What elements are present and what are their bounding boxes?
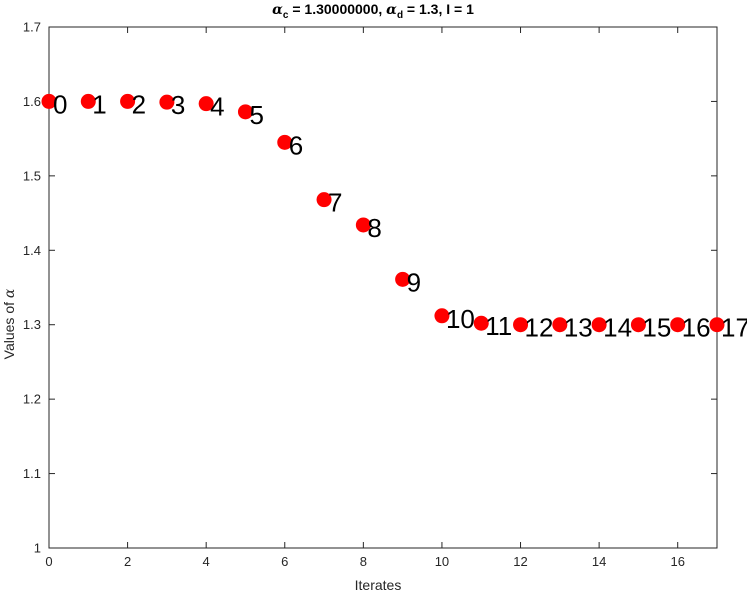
data-point-label: 0	[53, 89, 67, 119]
title-alpha-d: α	[386, 2, 397, 18]
data-point	[552, 317, 568, 333]
data-point-label: 4	[210, 92, 224, 122]
data-point	[237, 104, 253, 120]
title-subscript-c: c	[283, 10, 289, 21]
data-point-label: 16	[682, 313, 711, 343]
data-point	[591, 317, 607, 333]
data-point	[670, 317, 686, 333]
data-point-label: 17	[721, 313, 747, 343]
data-point	[159, 94, 175, 110]
data-point	[41, 93, 57, 109]
y-tick-label: 1.4	[23, 243, 41, 258]
title-part-1: = 1.30000000,	[288, 1, 386, 17]
y-tick-label: 1.1	[23, 466, 41, 481]
plot-box	[48, 26, 718, 549]
data-point-label: 6	[289, 130, 303, 160]
data-point-label: 5	[249, 100, 263, 130]
x-tick-label: 0	[45, 554, 52, 569]
data-point	[120, 93, 136, 109]
data-point	[80, 93, 96, 109]
y-tick-label: 1	[34, 541, 41, 556]
data-point	[473, 315, 489, 331]
x-tick-label: 2	[124, 554, 131, 569]
data-point-label: 12	[525, 313, 554, 343]
y-tick-label: 1.2	[23, 392, 41, 407]
data-point-label: 3	[171, 90, 185, 120]
data-points	[41, 93, 725, 333]
data-point-label: 9	[407, 267, 421, 297]
data-point-label: 14	[603, 313, 632, 343]
x-tick-label: 6	[281, 554, 288, 569]
data-point	[513, 317, 529, 333]
x-tick-label: 10	[435, 554, 449, 569]
data-point-label: 13	[564, 313, 593, 343]
data-point-label: 15	[642, 313, 671, 343]
y-axis-title: Values of α	[1, 288, 18, 359]
data-point	[198, 96, 214, 112]
y-axis-title-text: Values of	[1, 298, 17, 359]
data-point	[355, 217, 371, 233]
y-tick-label: 1.7	[23, 20, 41, 35]
y-tick-label: 1.5	[23, 168, 41, 183]
data-point	[316, 192, 332, 208]
title-subscript-d: d	[397, 10, 403, 21]
axes	[48, 26, 718, 549]
y-tick-label: 1.6	[23, 94, 41, 109]
title-part-2: = 1.3, I = 1	[403, 1, 474, 17]
data-point-label: 7	[328, 188, 342, 218]
x-tick-label: 14	[592, 554, 606, 569]
data-point-label: 10	[446, 304, 475, 334]
data-point-label: 1	[92, 89, 106, 119]
x-axis-title: Iterates	[355, 577, 402, 593]
data-point-label: 8	[367, 213, 381, 243]
data-point-label: 2	[132, 89, 146, 119]
x-tick-label: 8	[360, 554, 367, 569]
x-tick-label: 4	[203, 554, 210, 569]
data-point	[709, 317, 725, 333]
y-tick-label: 1.3	[23, 317, 41, 332]
data-point-label: 11	[485, 311, 512, 341]
data-point	[277, 134, 293, 150]
x-tick-label: 16	[670, 554, 684, 569]
x-tick-label: 12	[513, 554, 527, 569]
data-point	[395, 271, 411, 287]
chart-title: αc = 1.30000000, αd = 1.3, I = 1	[272, 1, 474, 21]
data-point	[434, 308, 450, 324]
data-point	[630, 317, 646, 333]
title-alpha-c: α	[272, 2, 283, 18]
y-axis-title-symbol: α	[2, 288, 18, 298]
